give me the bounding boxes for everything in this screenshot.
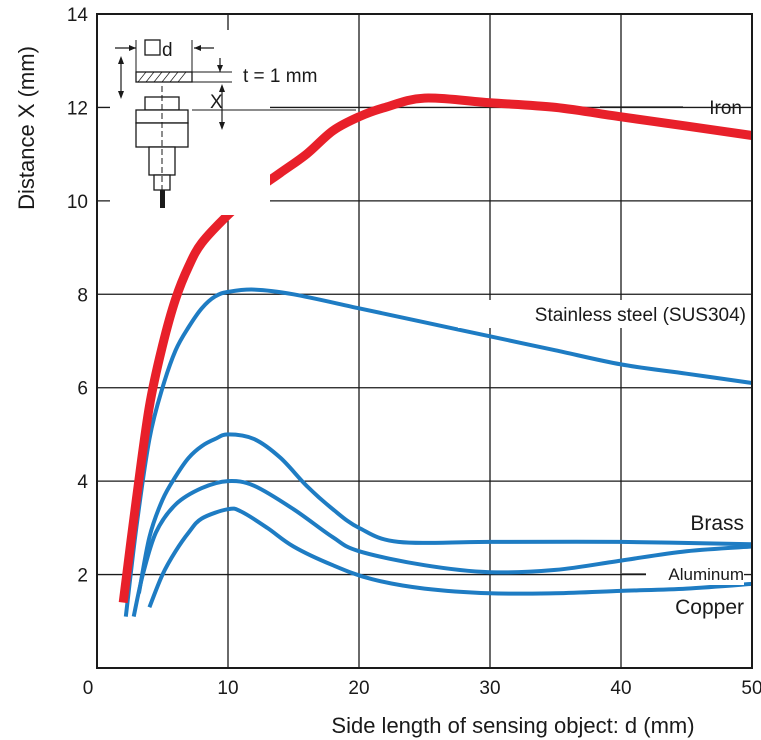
y-tick-label: 8: [77, 285, 88, 306]
inset-x-label: X: [210, 92, 223, 113]
x-tick-labels: 0 10 20 30 40 50: [83, 678, 761, 699]
series-label-copper: Copper: [675, 596, 744, 619]
brass-label-bg: [662, 510, 746, 537]
sensor-inset-diagram: d t = 1 mm X: [110, 30, 317, 215]
sensor-cable: [160, 190, 165, 208]
target-plate-hatch: [137, 71, 187, 83]
stainless-label-bg: [458, 300, 746, 328]
series-label-stainless: Stainless steel (SUS304): [535, 305, 746, 326]
plot-frame: [96, 13, 753, 669]
copper-label-bg: [650, 594, 746, 621]
series-layer: [118, 93, 753, 618]
series-line-iron: [118, 93, 753, 604]
x-tick-label: 10: [217, 678, 238, 699]
series-line-brass: [136, 432, 753, 594]
square-symbol: [144, 39, 161, 56]
y-tick-label: 12: [67, 98, 88, 119]
target-plate: [135, 71, 193, 83]
series-line-copper: [147, 506, 753, 609]
y-tick-labels: 2 4 6 8 10 12 14: [67, 5, 89, 587]
series-labels: Iron Stainless steel (SUS304) Brass Alum…: [458, 98, 746, 621]
series-line-stainless: [123, 287, 753, 617]
series-line-aluminum: [131, 479, 753, 618]
y-tick-label: 4: [77, 472, 88, 493]
y-tick-label: 2: [77, 566, 88, 587]
inset-background: [110, 30, 270, 215]
x-tick-label: 0: [83, 678, 94, 699]
series-label-aluminum: Aluminum: [668, 565, 744, 584]
d-arrowhead-right: [194, 45, 201, 51]
inset-t-label: t = 1 mm: [243, 66, 317, 87]
d-arrowhead-left: [129, 45, 136, 51]
y-tick-label: 10: [67, 192, 88, 213]
x-tick-label: 40: [610, 678, 631, 699]
y-tick-label: 14: [67, 5, 89, 26]
y-axis-title: Distance X (mm): [14, 46, 39, 210]
series-label-iron: Iron: [709, 98, 742, 119]
inset-d-label: d: [162, 40, 173, 61]
y-tick-label: 6: [77, 379, 88, 400]
x-tick-label: 20: [348, 678, 369, 699]
x-tick-label: 30: [479, 678, 500, 699]
aluminum-label-bg: [646, 561, 744, 585]
x-axis-title: Side length of sensing object: d (mm): [331, 713, 694, 738]
x-tick-label: 50: [741, 678, 761, 699]
series-label-brass: Brass: [690, 512, 744, 535]
